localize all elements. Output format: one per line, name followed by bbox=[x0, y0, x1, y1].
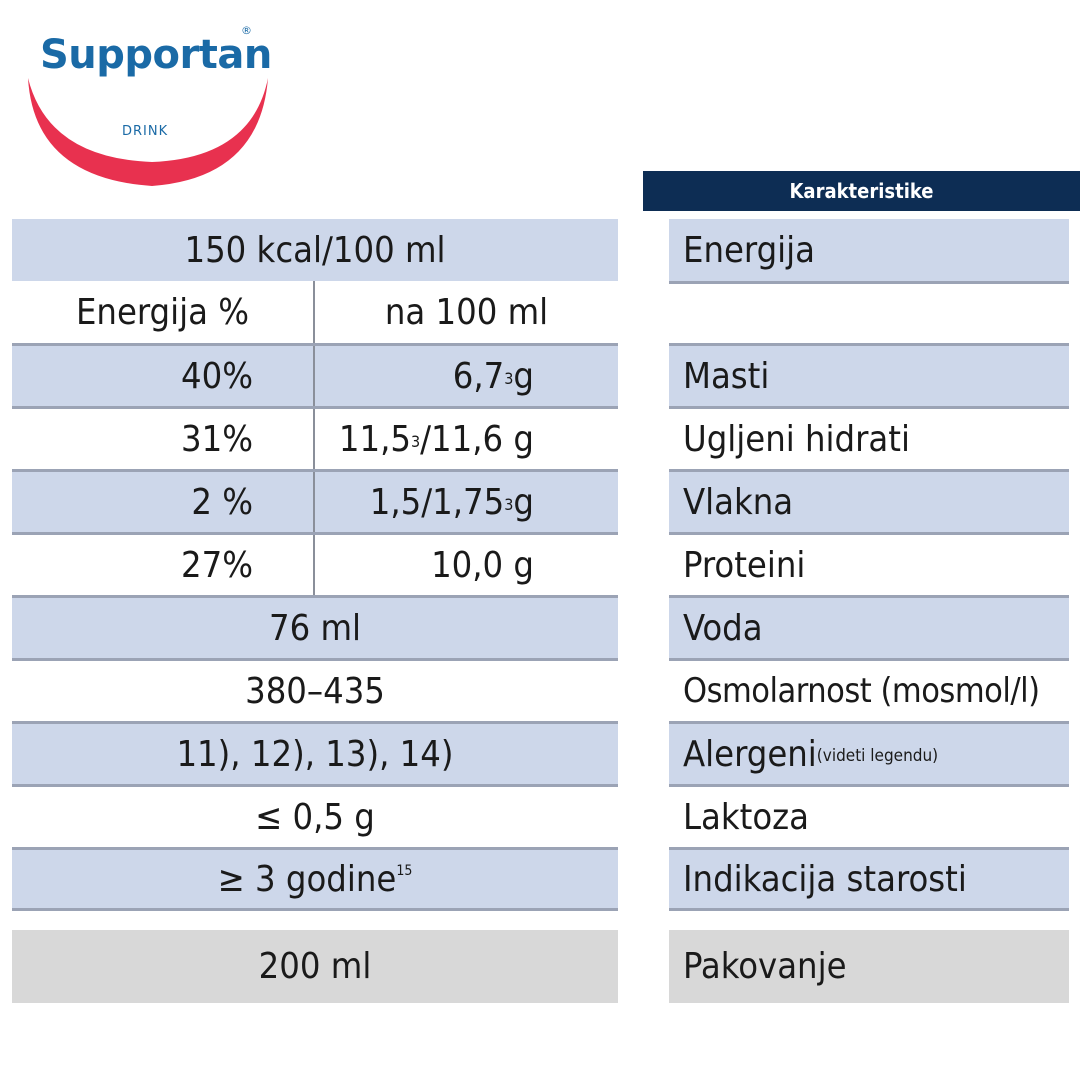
protein-value-row: 27% 10,0 g bbox=[12, 535, 618, 595]
fiber-energy-pct: 2 % bbox=[12, 472, 315, 532]
allergens-value-row: 11), 12), 13), 14) bbox=[12, 724, 618, 784]
protein-energy-pct: 27% bbox=[12, 535, 315, 595]
row-divider bbox=[12, 908, 618, 911]
lactose-value: ≤ 0,5 g bbox=[255, 796, 375, 838]
package-value-row: 200 ml bbox=[12, 930, 618, 1003]
carbs-value-row: 31% 11,5 3/11,6 g bbox=[12, 409, 618, 469]
label-empty bbox=[669, 284, 1069, 343]
row-divider bbox=[12, 406, 618, 409]
row-divider bbox=[12, 721, 618, 724]
age-value: ≥ 3 godine15 bbox=[217, 858, 413, 900]
row-divider bbox=[12, 658, 618, 661]
water-value-row: 76 ml bbox=[12, 598, 618, 658]
supportan-logo: Supportan ® DRINK bbox=[24, 18, 274, 198]
column-header-per-100ml: na 100 ml bbox=[384, 291, 549, 333]
characteristics-header: Karakteristike bbox=[643, 171, 1080, 211]
energy-total-row: 150 kcal/100 ml bbox=[12, 219, 618, 281]
osmolarity-value-row: 380–435 bbox=[12, 661, 618, 721]
fiber-value-row: 2 % 1,5/1,75 3 g bbox=[12, 472, 618, 532]
row-divider bbox=[669, 469, 1069, 472]
osmolarity-value: 380–435 bbox=[245, 670, 385, 712]
age-value-row: ≥ 3 godine15 bbox=[12, 850, 618, 908]
protein-per-100ml: 10,0 g bbox=[431, 544, 534, 586]
carbs-per-100ml: 11,5 3/11,6 g bbox=[338, 418, 534, 460]
row-divider bbox=[669, 721, 1069, 724]
carbs-energy-pct: 31% bbox=[12, 409, 315, 469]
logo-arc-icon bbox=[28, 78, 268, 186]
label-fiber: Vlakna bbox=[669, 472, 1069, 532]
row-divider bbox=[669, 784, 1069, 787]
lactose-value-row: ≤ 0,5 g bbox=[12, 787, 618, 847]
fat-value-row: 40% 6,7 3 g bbox=[12, 346, 618, 406]
row-divider bbox=[12, 847, 618, 850]
row-divider bbox=[669, 281, 1069, 284]
row-divider bbox=[669, 532, 1069, 535]
water-value: 76 ml bbox=[268, 607, 362, 649]
label-water: Voda bbox=[669, 598, 1069, 658]
row-divider bbox=[669, 343, 1069, 346]
row-divider bbox=[12, 595, 618, 598]
label-age: Indikacija starosti bbox=[669, 850, 1069, 908]
label-allergens: Alergeni (videti legendu) bbox=[669, 724, 1069, 784]
logo-registered-mark: ® bbox=[241, 24, 252, 37]
energy-total-value: 150 kcal/100 ml bbox=[184, 229, 446, 271]
row-divider bbox=[12, 343, 618, 346]
logo-subtitle: DRINK bbox=[122, 124, 169, 139]
row-divider bbox=[669, 908, 1069, 911]
allergens-legend-note: (videti legendu) bbox=[816, 746, 939, 766]
fat-energy-pct: 40% bbox=[12, 346, 315, 406]
row-divider bbox=[669, 406, 1069, 409]
label-fat: Masti bbox=[669, 346, 1069, 406]
label-protein: Proteini bbox=[669, 535, 1069, 595]
column-header-energy-pct: Energija % bbox=[12, 281, 315, 343]
row-divider bbox=[12, 469, 618, 472]
fat-per-100ml: 6,7 3 g bbox=[452, 355, 534, 397]
row-divider bbox=[12, 532, 618, 535]
row-divider bbox=[669, 595, 1069, 598]
package-value: 200 ml bbox=[258, 946, 372, 987]
label-osmolarity: Osmolarnost (mosmol/l) bbox=[669, 661, 1069, 721]
row-divider bbox=[669, 658, 1069, 661]
label-energy: Energija bbox=[669, 219, 1069, 281]
column-header-row: Energija % na 100 ml bbox=[12, 281, 618, 343]
fiber-per-100ml: 1,5/1,75 3 g bbox=[369, 481, 534, 523]
row-divider bbox=[12, 784, 618, 787]
label-carbs: Ugljeni hidrati bbox=[669, 409, 1069, 469]
allergens-value: 11), 12), 13), 14) bbox=[176, 733, 454, 775]
row-divider bbox=[669, 847, 1069, 850]
logo-brand: Supportan bbox=[40, 32, 272, 78]
label-package: Pakovanje bbox=[669, 930, 1069, 1003]
label-lactose: Laktoza bbox=[669, 787, 1069, 847]
